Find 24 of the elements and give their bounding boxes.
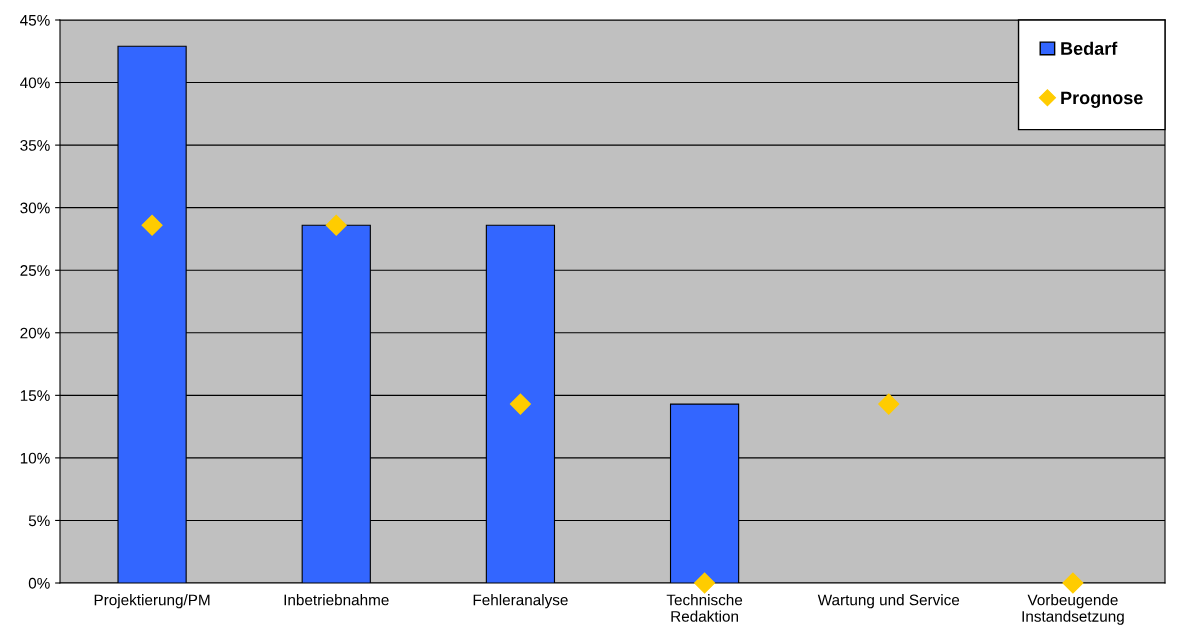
point [141, 214, 163, 236]
point [325, 214, 347, 236]
y-tick-label: 20% [20, 327, 50, 339]
y-tick-label: 35% [20, 139, 50, 151]
y-tick-label: 40% [20, 77, 50, 89]
y-tick-label: 5% [28, 515, 50, 527]
y-tick-label: 25% [20, 265, 50, 276]
legend-label: Prognose [1061, 91, 1143, 108]
x-tick-label: Projektierung/PM [94, 594, 210, 609]
point [509, 393, 531, 415]
x-tick-label: Vorbeugende Instandsetzung [1022, 594, 1124, 625]
x-tick-label: Technische Redaktion [666, 594, 743, 622]
y-tick-label: 15% [20, 390, 50, 402]
x-tick-label: Inbetriebnahme [284, 594, 389, 606]
point [878, 393, 900, 415]
y-tick-label: 30% [20, 202, 50, 214]
y-tick-label: 10% [20, 452, 50, 464]
legend-label: Bedarf [1061, 41, 1118, 55]
x-tick-label: Fehleranalyse [473, 594, 568, 609]
point [1062, 572, 1084, 594]
x-tick-label: Wartung und Service [817, 594, 960, 609]
y-tick-label: 0% [28, 577, 50, 589]
y-tick-label: 45% [20, 14, 50, 26]
point [694, 572, 716, 594]
